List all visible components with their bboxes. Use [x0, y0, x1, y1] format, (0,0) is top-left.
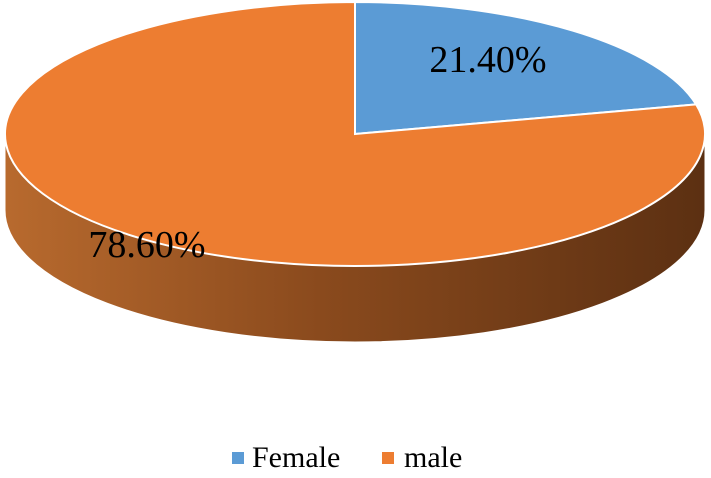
pie-slice-male — [4, 0, 706, 267]
data-label-female: 21.40% — [429, 39, 546, 81]
legend-label-female: Female — [252, 441, 340, 474]
legend-swatch-male — [382, 452, 394, 464]
legend-swatch-female — [232, 452, 244, 464]
legend-label-male: male — [404, 441, 462, 474]
legend: Female male — [232, 441, 462, 474]
data-label-male: 78.60% — [88, 224, 205, 266]
pie-slice-female — [354, 0, 698, 136]
